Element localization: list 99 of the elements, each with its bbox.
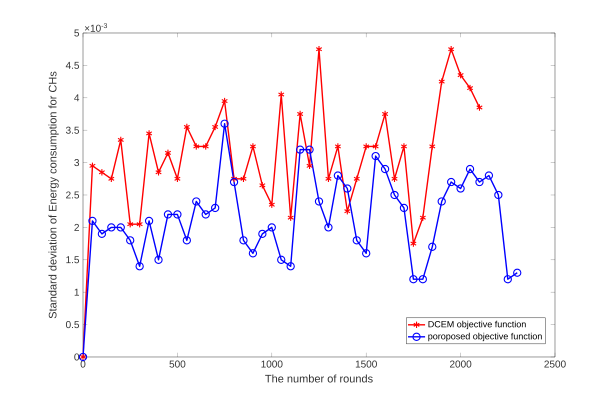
- point: [343, 184, 352, 193]
- point: [352, 236, 361, 244]
- point: [108, 175, 115, 183]
- point: [457, 71, 464, 79]
- point: [136, 220, 143, 228]
- point: [418, 275, 427, 284]
- point: [268, 223, 276, 232]
- point: [400, 204, 408, 212]
- point: [428, 242, 436, 251]
- point: [513, 268, 522, 277]
- y-tick-label: 0.5: [66, 321, 80, 328]
- point: [362, 249, 370, 258]
- point: [353, 175, 360, 183]
- legend-label: DCEM objective function: [428, 320, 526, 330]
- point: [212, 123, 218, 131]
- point: [230, 178, 238, 186]
- point: [164, 210, 172, 219]
- point: [476, 104, 483, 112]
- point: [362, 142, 370, 150]
- x-tick-label: 2000: [450, 360, 472, 368]
- point: [184, 123, 190, 131]
- x-tick-label: 1500: [356, 360, 377, 368]
- point: [466, 84, 474, 92]
- point: [164, 149, 172, 157]
- point: [438, 197, 446, 206]
- point: [248, 249, 258, 258]
- point: [89, 162, 96, 170]
- point: [98, 230, 106, 238]
- point: [428, 142, 436, 150]
- point: [250, 142, 256, 150]
- point: [182, 236, 191, 244]
- point: [259, 182, 266, 190]
- point: [316, 45, 322, 53]
- point: [314, 197, 324, 206]
- point: [192, 142, 200, 150]
- point: [305, 145, 314, 154]
- point: [475, 178, 484, 186]
- point: [221, 97, 228, 105]
- point: [174, 175, 181, 183]
- point: [371, 152, 380, 160]
- point: [466, 164, 474, 174]
- point: [296, 145, 304, 154]
- y-tick-label: 2.5: [66, 191, 80, 199]
- point: [334, 171, 342, 180]
- point: [484, 171, 494, 180]
- y-tick-label: 3.5: [66, 126, 80, 134]
- point: [126, 236, 134, 244]
- y-tick-label: 1: [74, 288, 79, 296]
- x-tick-label: 0: [80, 360, 86, 368]
- point: [286, 262, 295, 270]
- x-tick-label: 1000: [261, 360, 283, 368]
- point: [230, 175, 238, 183]
- point: [154, 256, 163, 264]
- y-tick-label: 1.5: [66, 256, 80, 264]
- x-axis-title: The number of rounds: [265, 374, 373, 383]
- point: [438, 78, 446, 86]
- y-tick-label: 3: [74, 159, 80, 166]
- point: [504, 275, 512, 284]
- point: [324, 223, 333, 232]
- point: [155, 168, 162, 176]
- point: [456, 184, 465, 193]
- point: [409, 275, 418, 284]
- point: [390, 190, 399, 200]
- point: [448, 45, 454, 53]
- point: [88, 216, 97, 226]
- y-tick-label: 4: [74, 94, 80, 102]
- point: [144, 216, 154, 226]
- x-tick-label: 500: [169, 360, 186, 368]
- text: ×10$^{-3}$: [84, 23, 108, 32]
- point: [447, 178, 456, 186]
- y-tick-label: 4.5: [66, 62, 80, 69]
- x-tick-label: 2500: [544, 360, 566, 368]
- point: [240, 175, 247, 183]
- point: [239, 236, 248, 244]
- point: [268, 200, 276, 208]
- point: [202, 142, 210, 150]
- point: [98, 168, 106, 176]
- point: [202, 210, 210, 219]
- legend-label: poroposed objective function: [428, 332, 542, 342]
- point: [220, 120, 229, 128]
- point: [372, 142, 379, 150]
- y-axis-title: Standard deviation of Energy consumption for CHs: [48, 72, 59, 318]
- point: [258, 230, 267, 238]
- point: [126, 220, 134, 228]
- point: [135, 262, 144, 270]
- point: [410, 240, 417, 248]
- point: [494, 190, 503, 200]
- y-tick-label: 5: [74, 30, 80, 36]
- point: [211, 204, 220, 212]
- point: [116, 223, 125, 232]
- point: [325, 175, 332, 183]
- point: [192, 197, 200, 206]
- y-tick-label: 2: [74, 224, 79, 231]
- y-tick-label: 0: [74, 353, 80, 361]
- point: [420, 214, 426, 222]
- point: [107, 223, 116, 232]
- point: [277, 256, 286, 264]
- point: [380, 164, 390, 174]
- point: [173, 210, 182, 219]
